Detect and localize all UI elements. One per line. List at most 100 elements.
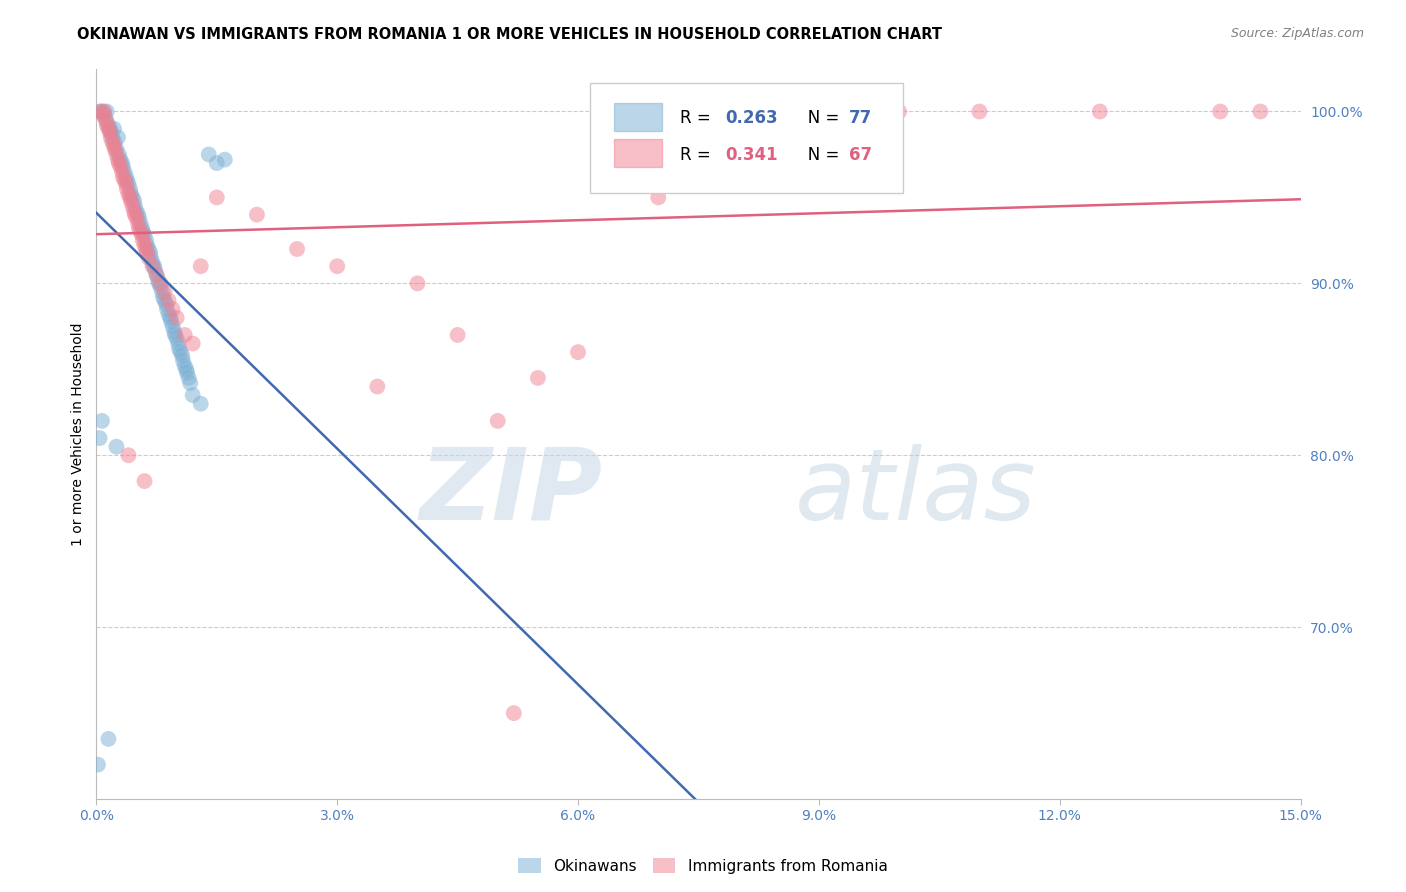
Point <box>101 130 124 145</box>
Point <box>135 238 157 252</box>
Point <box>163 328 186 343</box>
Point <box>111 164 134 178</box>
Text: R =: R = <box>681 109 717 128</box>
Point <box>406 277 429 291</box>
Point <box>149 277 172 291</box>
Point <box>146 273 169 287</box>
Point <box>197 147 219 161</box>
Point <box>138 251 160 265</box>
Point <box>135 245 157 260</box>
Point <box>100 125 122 139</box>
Point <box>97 118 120 132</box>
Point <box>145 268 167 282</box>
Point <box>115 177 138 191</box>
Point <box>131 228 153 243</box>
Point <box>502 706 524 720</box>
Point <box>141 256 163 270</box>
Text: 77: 77 <box>849 109 872 128</box>
Point <box>159 310 181 325</box>
FancyBboxPatch shape <box>614 139 662 167</box>
Point <box>127 208 149 222</box>
Point <box>122 194 145 208</box>
Point <box>157 293 180 308</box>
Text: 67: 67 <box>849 145 872 164</box>
Point <box>104 142 127 156</box>
Point <box>153 285 176 299</box>
Point <box>567 345 589 359</box>
Point <box>103 139 125 153</box>
Point <box>120 182 142 196</box>
Point <box>153 293 176 308</box>
Point <box>129 216 152 230</box>
Point <box>173 328 195 343</box>
Point <box>89 431 111 445</box>
Point <box>97 731 120 746</box>
Point <box>889 104 911 119</box>
Point <box>103 121 125 136</box>
Point <box>148 277 170 291</box>
Text: atlas: atlas <box>794 443 1036 541</box>
Point <box>173 359 195 373</box>
Point <box>91 104 114 119</box>
Point <box>131 221 153 235</box>
Point <box>117 177 139 191</box>
Point <box>285 242 308 256</box>
Point <box>122 204 145 219</box>
Point <box>246 208 269 222</box>
Point <box>163 325 186 339</box>
Point <box>172 353 194 368</box>
Point <box>181 388 204 402</box>
Point <box>93 104 115 119</box>
Point <box>87 757 110 772</box>
Point <box>98 121 121 136</box>
Point <box>162 302 184 317</box>
Point <box>128 211 150 225</box>
Point <box>108 156 131 170</box>
Point <box>134 474 156 488</box>
Legend: Okinawans, Immigrants from Romania: Okinawans, Immigrants from Romania <box>512 852 894 880</box>
Text: Source: ZipAtlas.com: Source: ZipAtlas.com <box>1230 27 1364 40</box>
Point <box>125 204 148 219</box>
Point <box>138 242 160 256</box>
Point <box>98 125 121 139</box>
Point <box>124 208 146 222</box>
Point <box>111 156 134 170</box>
Point <box>366 379 388 393</box>
Point <box>124 199 146 213</box>
Point <box>94 113 117 128</box>
Point <box>214 153 236 167</box>
Point <box>89 104 111 119</box>
Point <box>129 225 152 239</box>
Point <box>107 153 129 167</box>
Point <box>486 414 509 428</box>
Point <box>89 104 111 119</box>
Point <box>167 336 190 351</box>
Point <box>149 280 172 294</box>
FancyBboxPatch shape <box>591 83 903 193</box>
Point <box>169 345 191 359</box>
Point <box>139 251 162 265</box>
Point <box>96 104 118 119</box>
Point <box>120 186 142 201</box>
Point <box>111 160 134 174</box>
Point <box>115 173 138 187</box>
Point <box>132 234 155 248</box>
Point <box>97 121 120 136</box>
Point <box>150 285 173 299</box>
Point <box>134 238 156 252</box>
Text: 0.341: 0.341 <box>725 145 778 164</box>
Text: OKINAWAN VS IMMIGRANTS FROM ROMANIA 1 OR MORE VEHICLES IN HOUSEHOLD CORRELATION : OKINAWAN VS IMMIGRANTS FROM ROMANIA 1 OR… <box>77 27 942 42</box>
Point <box>647 190 669 204</box>
Point <box>135 242 157 256</box>
Point <box>143 259 166 273</box>
Point <box>120 190 142 204</box>
Point <box>156 302 179 317</box>
Point <box>326 259 349 273</box>
Point <box>125 211 148 225</box>
Point <box>105 142 128 156</box>
Point <box>105 147 128 161</box>
Point <box>143 262 166 277</box>
Point <box>1249 104 1271 119</box>
Point <box>115 169 138 184</box>
Point <box>139 245 162 260</box>
